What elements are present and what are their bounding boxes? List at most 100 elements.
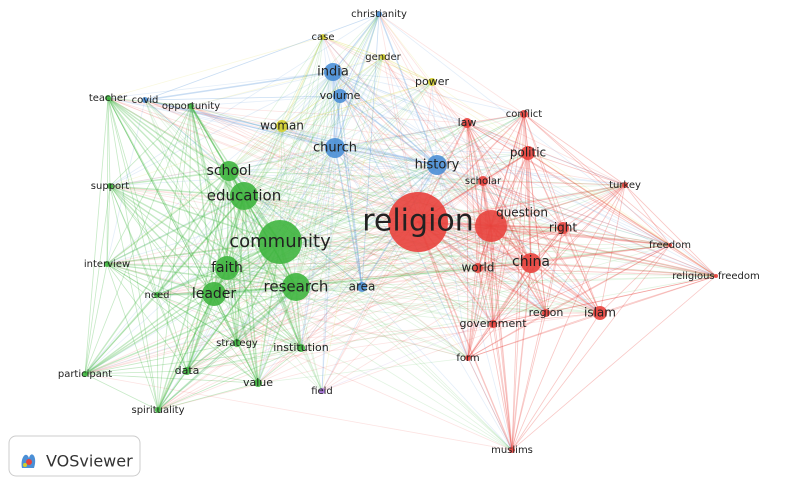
- edge: [295, 267, 479, 288]
- edge: [466, 122, 484, 182]
- edge: [490, 225, 601, 314]
- edge: [482, 113, 525, 182]
- edge: [228, 125, 283, 172]
- edge: [84, 195, 245, 375]
- edge: [109, 81, 433, 187]
- edge: [334, 147, 492, 227]
- edge: [84, 185, 111, 375]
- edge: [84, 170, 230, 375]
- edge: [109, 185, 245, 197]
- edge: [84, 227, 564, 375]
- node-label: woman: [260, 119, 304, 133]
- node: [521, 146, 535, 160]
- edge: [431, 81, 438, 166]
- node: [297, 344, 305, 352]
- edge: [243, 195, 363, 288]
- edge: [339, 95, 492, 227]
- edge: [334, 56, 384, 149]
- edge: [226, 71, 334, 269]
- edges: [84, 13, 717, 451]
- edge: [436, 164, 564, 229]
- edge: [226, 267, 513, 451]
- edge: [295, 56, 384, 288]
- edge: [109, 185, 601, 314]
- edge: [84, 286, 363, 375]
- edge: [279, 13, 380, 243]
- edge: [144, 13, 380, 101]
- edge: [236, 221, 419, 344]
- edge: [523, 113, 626, 186]
- edge: [511, 275, 717, 451]
- edge: [243, 164, 438, 197]
- edge: [334, 113, 525, 149]
- edge: [300, 147, 336, 349]
- node: [668, 243, 672, 247]
- edge: [228, 95, 341, 172]
- edge: [467, 323, 494, 359]
- edge: [295, 71, 334, 288]
- edge: [243, 122, 468, 197]
- edge: [106, 263, 259, 384]
- edge: [190, 105, 245, 197]
- edge: [492, 312, 547, 325]
- edge: [190, 105, 228, 269]
- edge: [334, 147, 529, 154]
- node: [376, 11, 382, 17]
- edge: [339, 95, 547, 314]
- edge: [107, 71, 334, 99]
- edge: [334, 147, 438, 166]
- edge: [467, 227, 564, 359]
- edge: [190, 105, 547, 314]
- edge: [190, 105, 259, 384]
- edge: [156, 286, 363, 296]
- edge: [213, 293, 494, 325]
- edge: [545, 244, 671, 314]
- edge: [107, 97, 281, 243]
- edge: [295, 286, 547, 314]
- edge: [279, 241, 323, 392]
- edge: [228, 170, 259, 384]
- edge: [84, 97, 109, 375]
- edge: [186, 113, 525, 372]
- edge: [243, 195, 323, 392]
- node: [202, 282, 226, 306]
- edge: [466, 122, 469, 359]
- edge: [213, 293, 302, 349]
- edge: [527, 152, 717, 277]
- node-label: school: [207, 163, 252, 179]
- node: [427, 155, 447, 175]
- node: [714, 274, 718, 278]
- edge: [490, 225, 671, 246]
- node-label: islam: [584, 306, 616, 320]
- edge: [236, 342, 302, 349]
- edge: [382, 56, 492, 227]
- edge: [213, 293, 513, 451]
- edge: [295, 180, 484, 288]
- edge: [228, 170, 479, 269]
- edge: [279, 241, 601, 314]
- node: [521, 253, 541, 273]
- edge: [436, 113, 525, 166]
- edge: [213, 113, 525, 295]
- edge: [599, 275, 717, 314]
- edge: [332, 71, 336, 149]
- edge: [339, 95, 468, 124]
- edge: [156, 147, 336, 296]
- edge: [156, 170, 230, 296]
- edge: [213, 293, 601, 314]
- edge: [109, 113, 525, 187]
- edge: [84, 293, 215, 375]
- edge: [300, 71, 334, 349]
- edge: [322, 36, 529, 154]
- edge: [477, 267, 513, 451]
- node-label: christianity: [351, 9, 407, 20]
- node-label: value: [243, 376, 273, 389]
- edge: [107, 97, 228, 269]
- edge: [236, 164, 438, 344]
- edge: [243, 195, 671, 246]
- node: [357, 282, 367, 292]
- edge: [332, 71, 626, 186]
- edge: [382, 56, 438, 166]
- edge: [107, 97, 188, 372]
